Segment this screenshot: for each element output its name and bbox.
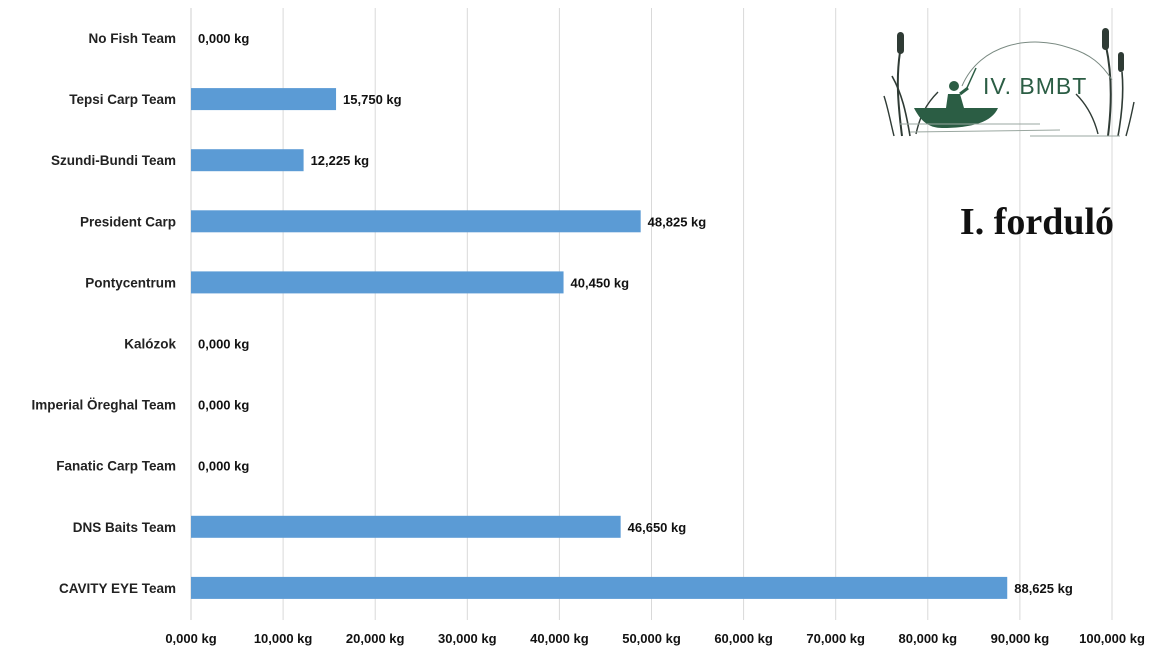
value-label: 0,000 kg [198, 398, 249, 413]
category-labels: No Fish Team Tepsi Carp Team Szundi-Bundi … [31, 31, 176, 596]
category-label: CAVITY EYE Team [59, 581, 176, 596]
bar [191, 515, 621, 538]
bar [191, 149, 304, 172]
value-label: 0,000 kg [198, 31, 249, 46]
category-label: DNS Baits Team [73, 520, 176, 535]
x-tick-label: 50,000 kg [622, 631, 681, 646]
x-tick-label: 10,000 kg [254, 631, 313, 646]
value-label: 48,825 kg [648, 214, 707, 229]
x-tick-label: 30,000 kg [438, 631, 497, 646]
x-tick-label: 0,000 kg [165, 631, 216, 646]
bar [191, 271, 564, 294]
category-label: Szundi-Bundi Team [51, 153, 176, 168]
logo-text: IV. BMBT [983, 73, 1087, 99]
value-labels: 0,000 kg 15,750 kg 12,225 kg 48,825 kg 40,45… [198, 31, 1073, 596]
fisherman-boat-logo-icon: IV. BMBT [883, 28, 1135, 137]
category-label: Imperial Öreghal Team [31, 398, 176, 413]
bar [191, 576, 1008, 599]
category-label: Pontycentrum [85, 275, 176, 290]
value-label: 0,000 kg [198, 459, 249, 474]
category-label: Tepsi Carp Team [69, 92, 176, 107]
x-tick-label: 90,000 kg [991, 631, 1050, 646]
value-label: 0,000 kg [198, 337, 249, 352]
x-tick-label: 100,000 kg [1079, 631, 1145, 646]
value-label: 46,650 kg [628, 520, 687, 535]
x-tick-label: 60,000 kg [714, 631, 773, 646]
category-label: President Carp [80, 214, 176, 229]
x-tick-label: 40,000 kg [530, 631, 589, 646]
value-label: 12,225 kg [311, 153, 370, 168]
x-tick-label: 70,000 kg [806, 631, 865, 646]
x-tick-label: 80,000 kg [899, 631, 958, 646]
value-label: 15,750 kg [343, 92, 402, 107]
value-label: 88,625 kg [1014, 581, 1073, 596]
value-label: 40,450 kg [571, 275, 630, 290]
category-label: Fanatic Carp Team [56, 459, 176, 474]
bar [191, 88, 337, 111]
round-title: I. forduló [959, 201, 1115, 243]
category-label: Kalózok [124, 337, 176, 352]
bar [191, 210, 641, 233]
x-tick-label: 20,000 kg [346, 631, 405, 646]
category-label: No Fish Team [88, 31, 176, 46]
bars [191, 88, 1008, 599]
x-tick-labels: 0,000 kg 10,000 kg 20,000 kg 30,000 kg 40,00… [165, 631, 1145, 646]
